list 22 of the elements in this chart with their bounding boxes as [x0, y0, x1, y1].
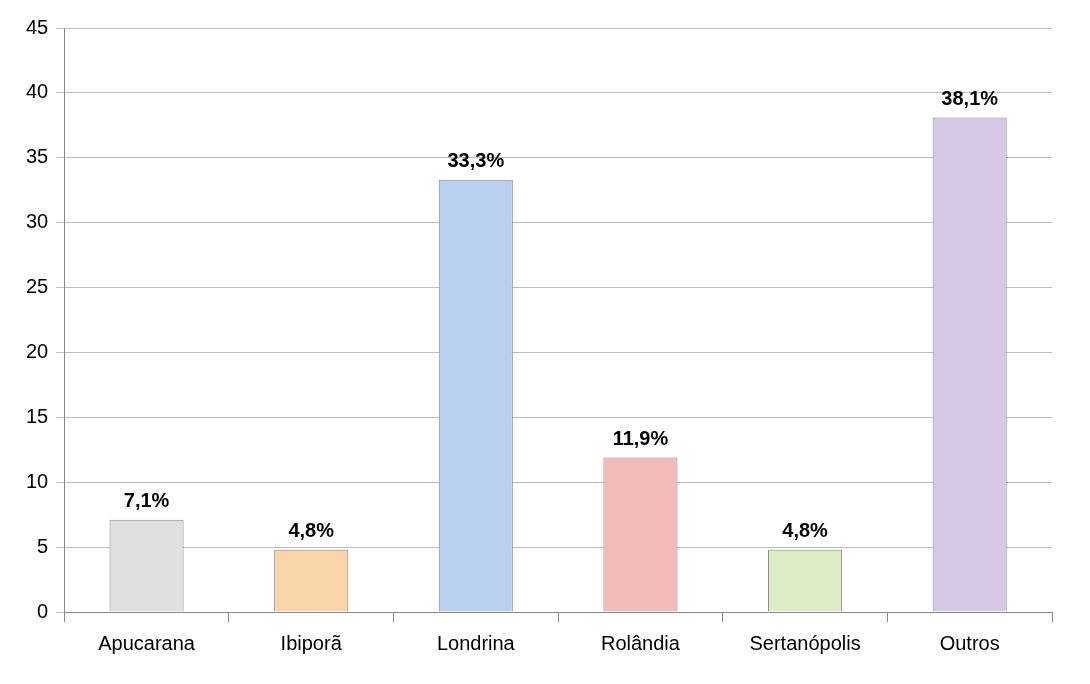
data-label: 38,1% — [941, 87, 999, 110]
x-tick-label: Londrina — [436, 631, 516, 654]
data-label: 7,1% — [123, 489, 170, 512]
y-tick-label: 45 — [26, 15, 49, 38]
y-tick-label: 10 — [26, 469, 49, 492]
x-tick-label: Apucarana — [98, 631, 196, 654]
x-tick-label: Sertanópolis — [749, 631, 861, 654]
x-tick-label: Rolândia — [600, 631, 681, 654]
y-tick-label: 20 — [26, 339, 49, 362]
x-tick-label: Outros — [939, 631, 1000, 654]
y-tick-label: 40 — [26, 80, 49, 103]
x-tick-label: Ibiporã — [280, 631, 343, 654]
y-tick-label: 30 — [26, 210, 49, 233]
y-tick-label: 25 — [26, 275, 49, 298]
data-label: 4,8% — [782, 519, 829, 542]
data-label: 4,8% — [288, 519, 335, 542]
data-label: 33,3% — [447, 149, 505, 172]
y-tick-label: 0 — [37, 599, 49, 622]
y-tick-label: 35 — [26, 145, 49, 168]
data-label: 11,9% — [612, 427, 669, 450]
y-tick-label: 15 — [26, 404, 49, 427]
y-tick-label: 5 — [37, 534, 49, 557]
